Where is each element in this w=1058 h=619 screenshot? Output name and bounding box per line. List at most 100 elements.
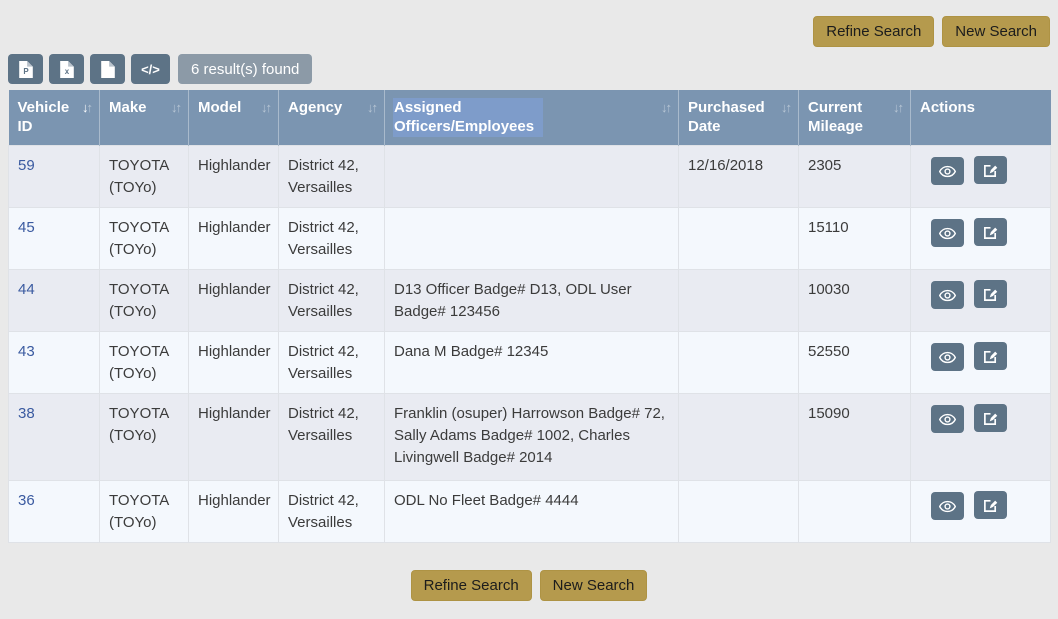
export-pdf-button[interactable]: P — [8, 54, 43, 84]
vehicle-id-link[interactable]: 59 — [18, 157, 35, 174]
purchased-date-cell — [678, 207, 799, 270]
model-cell: Highlander — [188, 145, 279, 208]
assigned-officers-cell — [384, 207, 679, 270]
purchased-date-cell — [678, 393, 799, 481]
actions-cell — [910, 480, 1051, 543]
new-search-button-top[interactable]: New Search — [942, 16, 1050, 47]
model-cell: Highlander — [188, 207, 279, 270]
svg-text:x: x — [64, 67, 69, 76]
col-label: Model — [198, 99, 242, 116]
view-button[interactable] — [931, 343, 964, 371]
make-cell: TOYOTA (TOYo) — [99, 145, 189, 208]
edit-button[interactable] — [974, 218, 1008, 246]
export-toolbar: P x </> 6 result(s) found — [8, 54, 1050, 84]
col-header-assigned-officers[interactable]: Assigned Officers/Employees ↓↑ — [384, 90, 679, 146]
view-button[interactable] — [931, 219, 964, 247]
vehicle-results-table: Vehicle ID ↓↑ Make ↓↑ Model ↓↑ — [8, 90, 1051, 543]
sort-icons[interactable]: ↓↑ — [367, 98, 378, 117]
sort-desc-icon: ↓ — [367, 100, 374, 115]
edit-button[interactable] — [974, 342, 1008, 370]
new-search-button-bottom[interactable]: New Search — [539, 570, 648, 601]
actions-cell — [910, 331, 1051, 394]
col-header-vehicle-id[interactable]: Vehicle ID ↓↑ — [8, 90, 100, 146]
sort-desc-icon: ↓ — [893, 100, 900, 115]
eye-icon — [939, 227, 956, 240]
col-header-agency[interactable]: Agency ↓↑ — [278, 90, 385, 146]
assigned-officers-cell: D13 Officer Badge# D13, ODL User Badge# … — [384, 269, 679, 332]
eye-icon — [939, 500, 956, 513]
excel-file-icon: x — [59, 60, 74, 78]
edit-button[interactable] — [974, 491, 1008, 519]
col-label: Agency — [288, 99, 343, 116]
sort-icons[interactable]: ↓↑ — [82, 98, 93, 117]
sort-asc-icon: ↑ — [785, 100, 793, 115]
sort-icons[interactable]: ↓↑ — [781, 98, 792, 117]
current-mileage-cell: 10030 — [798, 269, 911, 332]
sort-asc-icon: ↑ — [175, 100, 183, 115]
sort-icons[interactable]: ↓↑ — [171, 98, 182, 117]
results-count-badge: 6 result(s) found — [178, 54, 313, 84]
sort-desc-icon: ↓ — [781, 100, 788, 115]
eye-icon — [939, 289, 956, 302]
edit-icon — [983, 163, 998, 178]
col-label: Actions — [920, 99, 976, 116]
eye-icon — [939, 413, 956, 426]
refine-search-button-top[interactable]: Refine Search — [813, 16, 935, 47]
col-label: Vehicle ID — [17, 99, 70, 135]
export-xml-button[interactable]: </> — [131, 54, 170, 84]
top-toolbar: Refine Search New Search — [8, 8, 1050, 47]
sort-desc-icon: ↓ — [171, 100, 178, 115]
sort-icons[interactable]: ↓↑ — [261, 98, 272, 117]
svg-text:P: P — [23, 67, 29, 76]
edit-button[interactable] — [974, 280, 1008, 308]
actions-cell — [910, 207, 1051, 270]
pdf-file-icon: P — [18, 60, 33, 78]
col-header-model[interactable]: Model ↓↑ — [188, 90, 279, 146]
current-mileage-cell: 15110 — [798, 207, 911, 270]
model-cell: Highlander — [188, 480, 279, 543]
sort-asc-icon: ↑ — [371, 100, 379, 115]
view-button[interactable] — [931, 405, 964, 433]
vehicle-id-link[interactable]: 38 — [18, 405, 35, 422]
export-excel-button[interactable]: x — [49, 54, 84, 84]
eye-icon — [939, 165, 956, 178]
sort-icons[interactable]: ↓↑ — [661, 98, 672, 117]
col-header-make[interactable]: Make ↓↑ — [99, 90, 189, 146]
sort-desc-icon: ↓ — [661, 100, 668, 115]
table-row: 36 TOYOTA (TOYo) Highlander District 42,… — [8, 480, 1051, 543]
view-button[interactable] — [931, 157, 964, 185]
sort-asc-icon: ↑ — [897, 100, 905, 115]
table-row: 38 TOYOTA (TOYo) Highlander District 42,… — [8, 393, 1051, 481]
view-button[interactable] — [931, 492, 964, 520]
vehicle-id-link[interactable]: 43 — [18, 343, 35, 360]
col-header-purchased-date[interactable]: Purchased Date ↓↑ — [678, 90, 799, 146]
col-label-highlighted: Assigned Officers/Employees — [393, 98, 543, 137]
view-button[interactable] — [931, 281, 964, 309]
vehicle-id-link[interactable]: 44 — [18, 281, 35, 298]
vehicle-id-link[interactable]: 45 — [18, 219, 35, 236]
agency-cell: District 42, Versailles — [278, 393, 385, 481]
refine-search-button-bottom[interactable]: Refine Search — [410, 570, 532, 601]
col-label: Current Mileage — [808, 99, 864, 135]
bottom-toolbar: Refine Search New Search — [8, 570, 1050, 611]
agency-cell: District 42, Versailles — [278, 480, 385, 543]
edit-icon — [983, 349, 998, 364]
col-label: Make — [109, 99, 147, 116]
agency-cell: District 42, Versailles — [278, 331, 385, 394]
col-header-current-mileage[interactable]: Current Mileage ↓↑ — [798, 90, 911, 146]
edit-button[interactable] — [974, 404, 1008, 432]
export-file-button[interactable] — [90, 54, 125, 84]
purchased-date-cell — [678, 331, 799, 394]
edit-button[interactable] — [974, 156, 1008, 184]
vehicle-id-link[interactable]: 36 — [18, 492, 35, 509]
edit-icon — [983, 411, 998, 426]
eye-icon — [939, 351, 956, 364]
model-cell: Highlander — [188, 269, 279, 332]
sort-icons[interactable]: ↓↑ — [893, 98, 904, 117]
sort-desc-icon: ↓ — [261, 100, 268, 115]
edit-icon — [983, 287, 998, 302]
current-mileage-cell: 52550 — [798, 331, 911, 394]
code-icon: </> — [141, 61, 160, 77]
actions-cell — [910, 145, 1051, 208]
